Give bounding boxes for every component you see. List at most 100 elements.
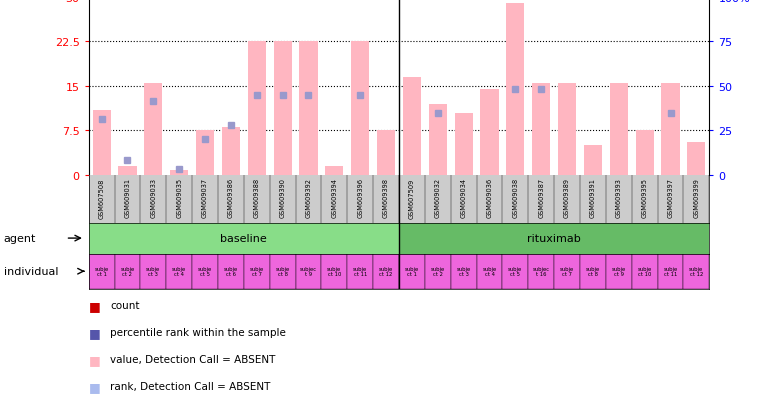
Text: GSM609397: GSM609397 (668, 178, 674, 218)
Bar (532, 84, 550, 176)
Bar (247, 42, 266, 176)
Text: subje
ct 11: subje ct 11 (663, 266, 678, 277)
Text: baseline: baseline (221, 233, 268, 244)
Bar (218, 254, 244, 289)
Text: ■: ■ (89, 380, 100, 393)
Bar (662, 84, 679, 176)
Bar (222, 128, 240, 176)
Text: subje
ct 3: subje ct 3 (146, 266, 160, 277)
Text: GSM609396: GSM609396 (357, 178, 363, 218)
Text: subje
ct 12: subje ct 12 (689, 266, 703, 277)
Bar (322, 254, 347, 289)
Bar (480, 90, 499, 176)
Text: GSM609399: GSM609399 (693, 178, 699, 218)
Bar (270, 254, 295, 289)
Text: GSM609035: GSM609035 (177, 178, 182, 218)
Text: subje
ct 4: subje ct 4 (172, 266, 187, 277)
Text: GSM609393: GSM609393 (616, 178, 621, 218)
Bar (558, 84, 576, 176)
Text: GSM609390: GSM609390 (280, 178, 285, 218)
Bar (351, 42, 369, 176)
Bar (377, 131, 395, 176)
Bar (325, 166, 343, 176)
Text: rituximab: rituximab (527, 233, 581, 244)
Text: GSM607509: GSM607509 (409, 178, 415, 218)
Text: GSM609386: GSM609386 (228, 178, 234, 218)
Text: subje
ct 2: subje ct 2 (120, 266, 135, 277)
Bar (295, 254, 322, 289)
Bar (167, 254, 192, 289)
Bar (373, 254, 399, 289)
Bar (274, 42, 291, 176)
Text: subje
ct 1: subje ct 1 (95, 266, 109, 277)
Text: GSM607508: GSM607508 (99, 178, 105, 218)
Text: individual: individual (4, 266, 59, 277)
Text: GSM609387: GSM609387 (538, 178, 544, 218)
Bar (687, 143, 705, 176)
Text: subje
ct 2: subje ct 2 (431, 266, 445, 277)
Bar (244, 254, 270, 289)
Text: ■: ■ (89, 299, 100, 312)
Bar (584, 146, 602, 176)
Text: subje
ct 8: subje ct 8 (586, 266, 600, 277)
Text: subje
ct 6: subje ct 6 (224, 266, 238, 277)
Text: subjec
t 9: subjec t 9 (300, 266, 317, 277)
Bar (119, 166, 136, 176)
Bar (299, 42, 318, 176)
Text: GSM609038: GSM609038 (513, 178, 518, 218)
Bar (455, 113, 473, 176)
Text: GSM609389: GSM609389 (564, 178, 570, 218)
Text: subje
ct 8: subje ct 8 (275, 266, 290, 277)
Text: GSM609388: GSM609388 (254, 178, 260, 218)
Text: GSM609034: GSM609034 (460, 178, 466, 218)
Text: subje
ct 11: subje ct 11 (353, 266, 367, 277)
Text: subjec
t 16: subjec t 16 (533, 266, 550, 277)
Text: GSM609391: GSM609391 (590, 178, 596, 218)
Text: rank, Detection Call = ABSENT: rank, Detection Call = ABSENT (110, 381, 271, 391)
Bar (528, 254, 554, 289)
Bar (115, 254, 140, 289)
Text: percentile rank within the sample: percentile rank within the sample (110, 328, 286, 337)
Text: GSM609395: GSM609395 (641, 178, 648, 218)
Text: subje
ct 1: subje ct 1 (405, 266, 419, 277)
Bar (89, 254, 115, 289)
Text: ■: ■ (89, 353, 100, 366)
Bar (554, 254, 580, 289)
Bar (196, 131, 214, 176)
Text: subje
ct 10: subje ct 10 (638, 266, 651, 277)
Bar (451, 254, 476, 289)
Bar (580, 254, 606, 289)
Text: GSM609392: GSM609392 (305, 178, 311, 218)
Text: subje
ct 7: subje ct 7 (250, 266, 264, 277)
Text: GSM609036: GSM609036 (487, 178, 493, 218)
Bar (507, 4, 524, 176)
Text: subje
ct 5: subje ct 5 (508, 266, 523, 277)
Bar (403, 78, 421, 176)
Text: value, Detection Call = ABSENT: value, Detection Call = ABSENT (110, 354, 275, 364)
Bar (347, 254, 373, 289)
Bar (170, 171, 188, 176)
Text: GSM609398: GSM609398 (383, 178, 389, 218)
Text: subje
ct 10: subje ct 10 (327, 266, 342, 277)
Bar (89, 223, 399, 254)
Text: subje
ct 9: subje ct 9 (611, 266, 626, 277)
Text: GSM609031: GSM609031 (124, 178, 130, 218)
Text: subje
ct 5: subje ct 5 (198, 266, 212, 277)
Bar (144, 84, 163, 176)
Bar (683, 254, 709, 289)
Bar (503, 254, 528, 289)
Bar (192, 254, 218, 289)
Bar (635, 131, 654, 176)
Text: GSM609037: GSM609037 (202, 178, 208, 218)
Text: ■: ■ (89, 326, 100, 339)
Text: subje
ct 12: subje ct 12 (379, 266, 393, 277)
Bar (631, 254, 658, 289)
Bar (610, 84, 628, 176)
Text: agent: agent (4, 233, 36, 244)
Bar (399, 254, 425, 289)
Text: subje
ct 7: subje ct 7 (560, 266, 574, 277)
Bar (399, 223, 709, 254)
Text: subje
ct 3: subje ct 3 (456, 266, 471, 277)
Bar (658, 254, 683, 289)
Text: GSM609033: GSM609033 (150, 178, 157, 218)
